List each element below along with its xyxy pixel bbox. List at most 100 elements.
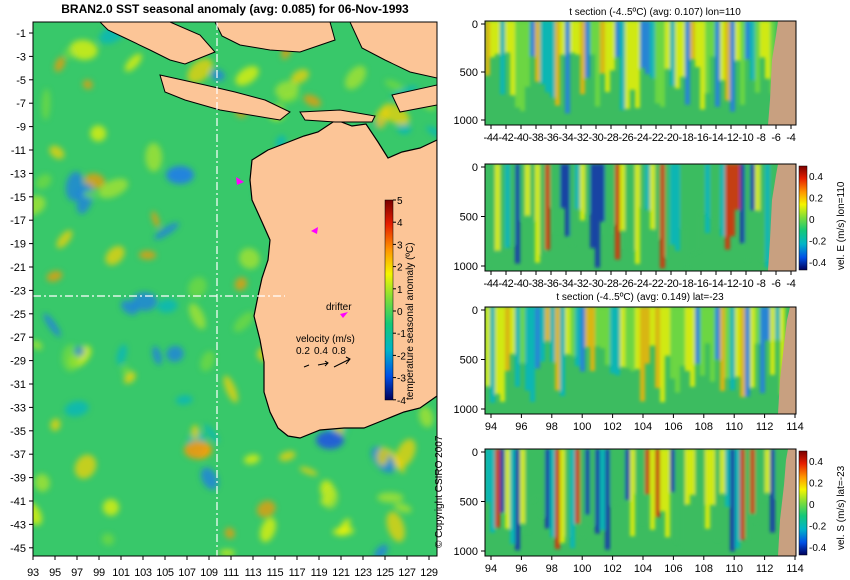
section-column bbox=[735, 164, 740, 210]
section-column bbox=[500, 21, 505, 95]
map-colorbar-tick-label: 3 bbox=[397, 240, 403, 251]
panel-x-tick-label: -12 bbox=[724, 278, 739, 290]
section-column bbox=[620, 449, 625, 504]
panel1-y-axis: 0 500 1000 bbox=[454, 19, 485, 127]
section-column bbox=[495, 449, 500, 528]
anomaly-patch bbox=[219, 549, 235, 556]
section-column bbox=[665, 164, 670, 257]
section-column bbox=[740, 164, 745, 244]
panel3-anomalies bbox=[485, 307, 785, 403]
panel-y-tick-label: 0 bbox=[472, 305, 478, 317]
map-colorbar-tick-label: -2 bbox=[397, 351, 406, 362]
section-column bbox=[520, 307, 525, 364]
map-colorbar-ticks: 5 4 3 2 1 0 -1 -2 -3 -4 bbox=[393, 196, 406, 407]
map-lon-tick-label: 99 bbox=[93, 567, 105, 579]
anomaly-patch bbox=[151, 211, 160, 228]
section-column bbox=[580, 449, 585, 538]
panel-y-tick-label: 500 bbox=[460, 67, 478, 79]
section-column bbox=[535, 21, 540, 82]
section-column bbox=[670, 449, 675, 493]
anomaly-patch bbox=[102, 499, 120, 516]
section-column bbox=[725, 449, 730, 507]
section-column bbox=[755, 449, 760, 523]
section-column bbox=[595, 164, 600, 268]
anomaly-patch bbox=[98, 178, 129, 199]
section-column bbox=[570, 449, 575, 549]
section-column bbox=[750, 164, 755, 211]
panel-colorbar-tick-label: -0.4 bbox=[809, 543, 827, 554]
anomaly-patch bbox=[384, 79, 404, 91]
panel-x-tick-label: -36 bbox=[544, 132, 559, 144]
section-column bbox=[660, 21, 665, 107]
section-column bbox=[660, 164, 665, 269]
section-column bbox=[730, 307, 735, 391]
section-column bbox=[610, 164, 615, 225]
panel-x-tick-label: -24 bbox=[634, 278, 649, 290]
section-column bbox=[520, 164, 525, 221]
panel4-colorbar-label: vel. S (m/s) lat=-23 bbox=[836, 465, 847, 550]
map-colorbar-tick-label: 2 bbox=[397, 263, 403, 274]
map-colorbar-tick-label: 0 bbox=[397, 307, 403, 318]
anomaly-patch bbox=[74, 454, 97, 479]
copyright-notice: © Copyright CSIRO 2007 bbox=[434, 435, 445, 548]
panel4-plot bbox=[484, 448, 797, 557]
panel-x-tick-label: 100 bbox=[573, 421, 591, 433]
borneo-landmass bbox=[214, 22, 336, 53]
section-column bbox=[765, 449, 770, 493]
section-column bbox=[540, 164, 545, 255]
section-column bbox=[770, 449, 775, 533]
section-column bbox=[615, 307, 620, 376]
section-column bbox=[650, 21, 655, 79]
panel-x-tick-label: -12 bbox=[724, 132, 739, 144]
panel-x-tick-label: -16 bbox=[694, 132, 709, 144]
section-column bbox=[725, 21, 730, 101]
panel-x-tick-label: -6 bbox=[771, 132, 780, 144]
section-column bbox=[630, 307, 635, 372]
section-column bbox=[730, 21, 735, 112]
anomaly-patch bbox=[374, 107, 389, 129]
panel-x-tick-label: -20 bbox=[664, 278, 679, 290]
section-column bbox=[665, 21, 670, 69]
section-column bbox=[545, 307, 550, 342]
map-colorbar-tick-label: -1 bbox=[397, 329, 406, 340]
anomaly-patch bbox=[33, 195, 46, 216]
panel-x-tick-label: -14 bbox=[709, 132, 724, 144]
section-column bbox=[705, 307, 710, 344]
map-colorbar-label: temperature seasonal anomaly (ºC) bbox=[405, 242, 416, 400]
section-column bbox=[775, 307, 780, 340]
anomaly-patch bbox=[145, 142, 163, 172]
section-column bbox=[575, 164, 580, 210]
map-lon-tick-label: 121 bbox=[332, 567, 350, 579]
panel-y-tick-label: 1000 bbox=[454, 115, 478, 127]
section-column bbox=[670, 164, 675, 245]
panel-x-tick-label: -34 bbox=[559, 132, 574, 144]
section-column bbox=[745, 164, 750, 261]
panel4-land bbox=[778, 449, 796, 556]
section-column bbox=[675, 449, 680, 543]
map-colorbar-tick-label: 4 bbox=[397, 218, 403, 229]
section-column bbox=[655, 164, 660, 239]
map-lat-tick-label: -17 bbox=[10, 215, 26, 227]
anomaly-patch bbox=[123, 372, 136, 384]
anomaly-patch bbox=[387, 448, 406, 474]
section-column bbox=[760, 21, 765, 58]
section-column bbox=[680, 307, 685, 367]
section-column bbox=[585, 449, 590, 515]
map-lat-tick-label: -45 bbox=[10, 543, 26, 555]
section-column bbox=[650, 307, 655, 346]
panel-x-tick-label: -14 bbox=[709, 278, 724, 290]
section-column bbox=[640, 164, 645, 207]
panel-x-tick-label: -30 bbox=[589, 132, 604, 144]
map-lat-tick-label: -23 bbox=[10, 285, 26, 297]
panel-colorbar-tick-label: 0.2 bbox=[809, 479, 823, 490]
map-lat-tick-label: -27 bbox=[10, 332, 26, 344]
anomaly-patch bbox=[233, 311, 254, 333]
anomaly-patch bbox=[210, 69, 225, 81]
panel-x-tick-label: -18 bbox=[679, 278, 694, 290]
panel-x-tick-label: 100 bbox=[573, 563, 591, 575]
section-column bbox=[665, 307, 670, 356]
panel-x-tick-label: -32 bbox=[574, 132, 589, 144]
anomaly-patch bbox=[397, 122, 411, 135]
panel-colorbar-tick-label: 0 bbox=[809, 215, 815, 226]
section-column bbox=[655, 449, 660, 518]
